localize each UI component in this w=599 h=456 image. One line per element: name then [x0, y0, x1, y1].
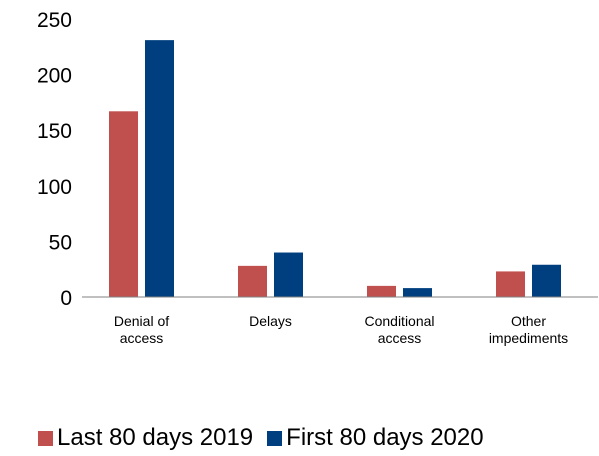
x-tick-label: Denial of access — [114, 313, 169, 346]
legend: Last 80 days 2019 First 80 days 2020 — [38, 424, 498, 452]
bar-series-2-2 — [403, 288, 432, 297]
x-tick-label: Other impediments — [489, 313, 568, 346]
bar-chart: 0 50 100 150 200 250 Denial of access Delays Con… — [37, 9, 598, 346]
legend-swatch-series-2 — [267, 430, 283, 446]
x-tick-label: Conditional access — [364, 313, 434, 346]
legend-item-series-1: Last 80 days 2019 — [38, 424, 253, 452]
y-axis-ticks: 0 50 100 150 200 250 — [37, 9, 72, 310]
legend-swatch-series-1 — [38, 430, 53, 446]
bar-series-2-0 — [145, 40, 174, 298]
y-tick-label: 50 — [49, 231, 72, 254]
bar-series-1-1 — [238, 265, 267, 297]
legend-label-series-1: Last 80 days 2019 — [57, 424, 254, 451]
bars — [109, 40, 561, 298]
x-tick-label: Delays — [249, 313, 292, 329]
y-tick-label: 200 — [37, 65, 72, 88]
bar-series-1-0 — [109, 111, 138, 298]
y-tick-label: 100 — [37, 176, 72, 199]
bar-series-2-1 — [274, 252, 303, 297]
y-tick-label: 250 — [37, 9, 72, 32]
legend-label-series-2: First 80 days 2020 — [286, 424, 484, 451]
x-axis-ticks: Denial of access Delays Conditional access Ot… — [114, 313, 568, 346]
y-tick-label: 0 — [60, 287, 72, 310]
bar-series-1-3 — [496, 271, 525, 297]
bar-series-1-2 — [367, 285, 396, 297]
y-tick-label: 150 — [37, 120, 72, 143]
legend-item-series-2: First 80 days 2020 — [267, 424, 484, 452]
bar-series-2-3 — [532, 264, 561, 297]
